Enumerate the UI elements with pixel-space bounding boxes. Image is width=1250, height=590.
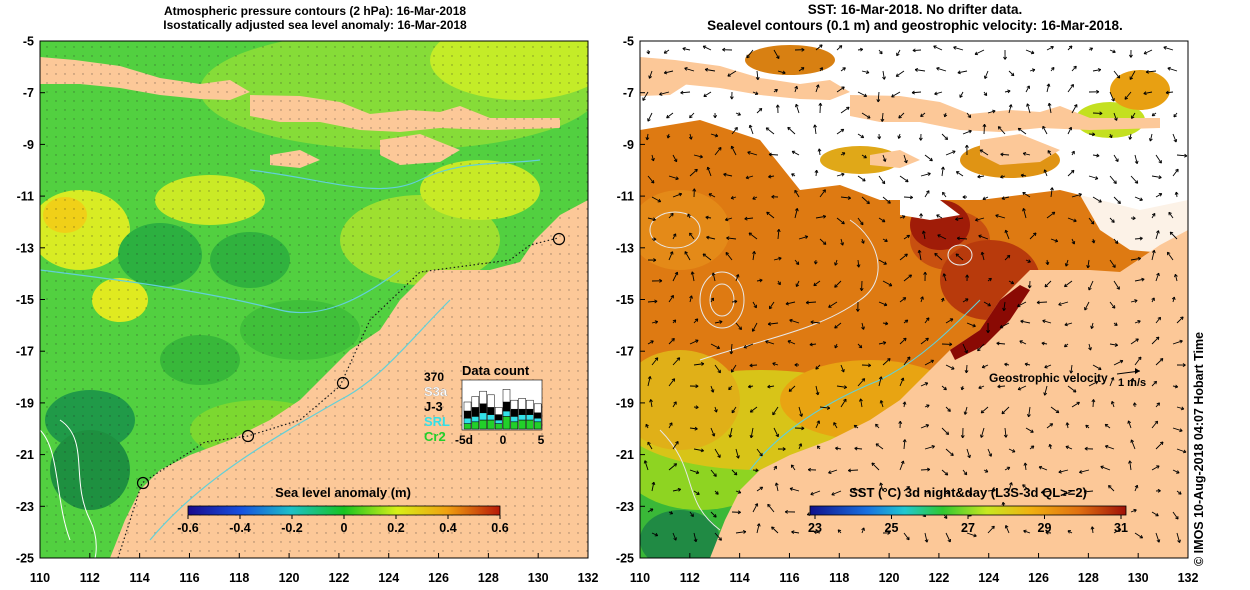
colorbar-tick-label: 29 [1038, 521, 1052, 535]
mission-label: Cr2 [424, 429, 446, 444]
y-tick-label: -7 [23, 86, 34, 100]
colorbar-tick-label: 0.6 [491, 521, 508, 535]
mission-label: J-3 [424, 399, 443, 414]
left-map [40, 41, 588, 558]
y-tick-label: -21 [616, 448, 634, 462]
count-axis-label: 0 [500, 433, 507, 447]
left-x-axis: 110 112 114 116 118 120 122 124 126 128 130 132 [30, 553, 599, 585]
data-count-axis: -5d 0 5 [455, 433, 545, 447]
x-tick-label: 116 [179, 571, 199, 585]
y-tick-label: -23 [16, 500, 34, 514]
data-count-bars [463, 389, 542, 430]
x-tick-label: 128 [1078, 571, 1099, 585]
x-tick-label: 132 [578, 571, 599, 585]
colorbar-tick-label: 0.2 [387, 521, 404, 535]
y-tick-label: -23 [616, 500, 634, 514]
x-tick-label: 114 [130, 571, 150, 585]
geostrophic-velocity-arrows [642, 44, 1188, 543]
colorbar-tick-label: 27 [961, 521, 975, 535]
x-tick-label: 110 [30, 571, 50, 585]
y-tick-label: -5 [623, 35, 634, 49]
x-tick-label: 122 [328, 571, 349, 585]
left-title: Atmospheric pressure contours (2 hPa): 1… [40, 4, 590, 32]
right-title: SST: 16-Mar-2018. No drifter data. Seale… [640, 2, 1190, 34]
y-tick-label: -9 [23, 138, 34, 152]
y-tick-label: -21 [16, 448, 34, 462]
y-tick-label: -19 [616, 396, 634, 410]
count-axis-label: -5d [455, 433, 473, 447]
right-title-line1: SST: 16-Mar-2018. No drifter data. [807, 2, 1023, 17]
tide-gauge-marker [552, 232, 566, 246]
tide-gauge-marker [136, 476, 150, 490]
x-tick-label: 124 [978, 571, 999, 585]
x-tick-label: 124 [378, 571, 399, 585]
x-tick-label: 128 [478, 571, 499, 585]
colorbar-tick-label: -0.4 [229, 521, 251, 535]
colorbar-tick-label: 0 [341, 521, 348, 535]
sst-colorbar-ticks: 23 25 27 29 31 [808, 515, 1128, 535]
y-tick-label: -11 [17, 190, 34, 204]
velocity-legend-label: Geostrophic velocity [989, 371, 1108, 385]
x-tick-label: 112 [80, 571, 100, 585]
colorbar-tick-label: 25 [885, 521, 899, 535]
x-tick-label: 118 [829, 571, 849, 585]
x-tick-label: 116 [779, 571, 799, 585]
y-tick-label: -5 [23, 35, 34, 49]
left-y-axis: -5 -7 -9 -11 -13 -15 -17 -19 -21 -23 -25 [16, 35, 45, 566]
x-tick-label: 120 [879, 571, 900, 585]
right-map [640, 41, 1188, 558]
y-tick-label: -13 [16, 241, 34, 255]
data-count-max: 370 [424, 370, 444, 384]
colorbar-tick-label: 23 [808, 521, 822, 535]
x-tick-label: 122 [928, 571, 949, 585]
velocity-legend-scale: 1 m/s [1118, 377, 1146, 389]
y-tick-label: -11 [617, 190, 634, 204]
y-tick-label: -9 [623, 138, 634, 152]
count-axis-label: 5 [538, 433, 545, 447]
y-tick-label: -7 [623, 86, 634, 100]
x-tick-label: 132 [1178, 571, 1199, 585]
y-tick-label: -17 [616, 345, 634, 359]
tide-gauge-marker [241, 429, 255, 443]
sst-colorbar [809, 505, 1127, 516]
sla-colorbar-label: Sea level anomaly (m) [275, 485, 411, 500]
right-x-axis: 110 112 114 116 118 120 122 124 126 128 130 132 [630, 553, 1199, 585]
x-tick-label: 110 [630, 571, 650, 585]
x-tick-label: 112 [680, 571, 700, 585]
data-count-title: Data count [462, 363, 530, 378]
right-y-axis: -5 -7 -9 -11 -13 -15 -17 -19 -21 -23 -25 [616, 35, 645, 566]
colorbar-tick-label: 0.4 [439, 521, 456, 535]
right-title-line2: Sealevel contours (0.1 m) and geostrophi… [707, 18, 1123, 33]
tide-gauge-marker [336, 376, 350, 390]
mission-label: S3a [424, 384, 448, 399]
x-tick-label: 126 [1028, 571, 1049, 585]
left-title-line1: Atmospheric pressure contours (2 hPa): 1… [163, 4, 467, 18]
colorbar-tick-label: -0.6 [177, 521, 199, 535]
x-tick-label: 130 [528, 571, 549, 585]
x-tick-label: 130 [1128, 571, 1149, 585]
colorbar-tick-label: 31 [1114, 521, 1128, 535]
mission-label: SRL [424, 414, 450, 429]
y-tick-label: -17 [16, 345, 34, 359]
altimeter-track [117, 237, 559, 558]
x-tick-label: 120 [279, 571, 300, 585]
y-tick-label: -13 [616, 241, 634, 255]
y-tick-label: -15 [16, 293, 34, 307]
sst-colorbar-label: SST (°C) 3d night&day (L3S-3d QL>=2) [849, 485, 1087, 500]
y-tick-label: -15 [616, 293, 634, 307]
x-tick-label: 114 [730, 571, 750, 585]
y-tick-label: -19 [16, 396, 34, 410]
y-tick-label: -25 [616, 552, 634, 566]
sla-colorbar [187, 505, 501, 516]
left-title-line2: Isostatically adjusted sea level anomaly… [163, 18, 467, 32]
imos-credit: © IMOS 10-Aug-2018 04:07 Hobart Time [1192, 331, 1206, 566]
colorbar-tick-label: -0.2 [281, 521, 303, 535]
x-tick-label: 118 [229, 571, 249, 585]
x-tick-label: 126 [428, 571, 449, 585]
y-tick-label: -25 [16, 552, 34, 566]
sla-colorbar-ticks: -0.6 -0.4 -0.2 0 0.2 0.4 0.6 [177, 515, 509, 535]
